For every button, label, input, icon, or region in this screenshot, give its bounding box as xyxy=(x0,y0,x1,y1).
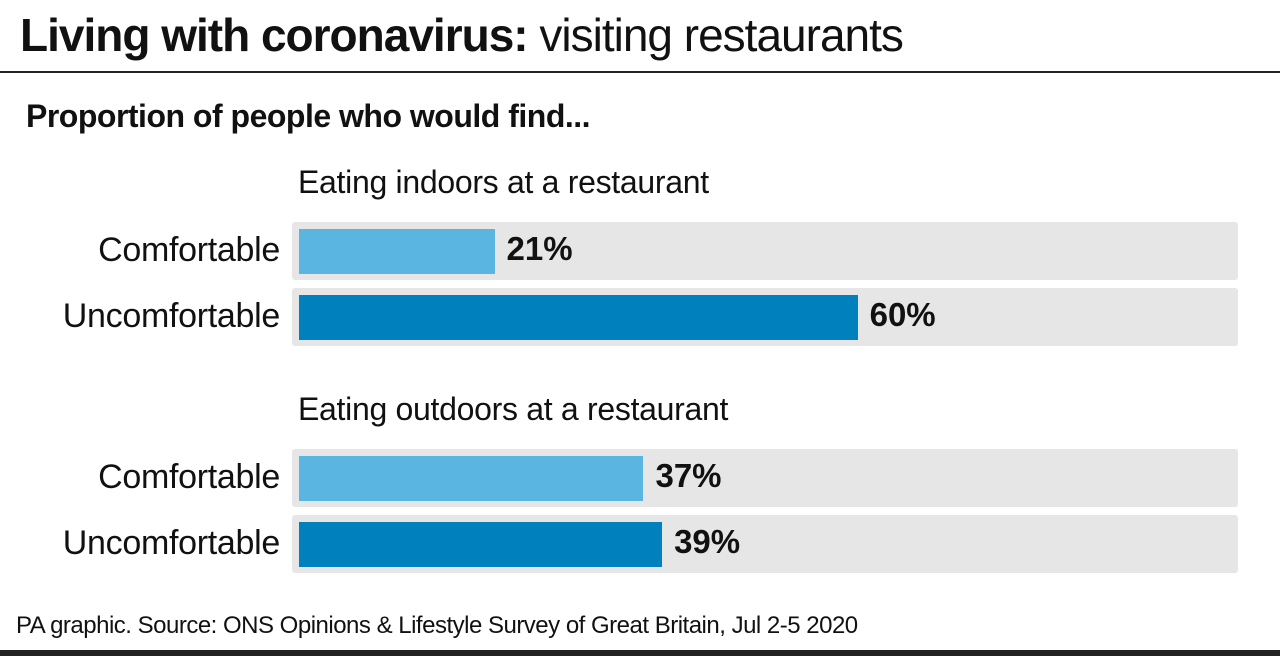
category-label: Comfortable xyxy=(98,231,280,269)
bar-uncomfortable xyxy=(299,295,858,340)
group-title: Eating indoors at a restaurant xyxy=(298,164,709,200)
category-label: Uncomfortable xyxy=(62,297,281,335)
bar-comfortable xyxy=(299,229,495,274)
value-label: 39% xyxy=(674,523,741,560)
bar-track: 21% xyxy=(292,222,1238,280)
bar-track: 39% xyxy=(292,515,1238,573)
chart-subtitle: Proportion of people who would find... xyxy=(26,98,591,134)
bar-track: 60% xyxy=(292,288,1238,346)
group-title: Eating outdoors at a restaurant xyxy=(298,391,729,427)
bar-uncomfortable xyxy=(299,522,663,567)
bar-track: 37% xyxy=(292,449,1238,507)
value-label: 60% xyxy=(869,296,936,333)
value-label: 37% xyxy=(655,457,722,494)
title-divider xyxy=(0,71,1280,73)
category-label: Uncomfortable xyxy=(62,524,281,562)
bar-comfortable xyxy=(299,456,644,501)
title-bold: Living with coronavirus: xyxy=(20,9,529,61)
chart-title: Living with coronavirus: visiting restau… xyxy=(20,8,904,62)
bottom-bar xyxy=(0,650,1280,656)
category-label: Comfortable xyxy=(98,458,280,496)
source-footer: PA graphic. Source: ONS Opinions & Lifes… xyxy=(16,612,858,639)
title-light: visiting restaurants xyxy=(527,9,904,61)
value-label: 21% xyxy=(506,230,573,267)
